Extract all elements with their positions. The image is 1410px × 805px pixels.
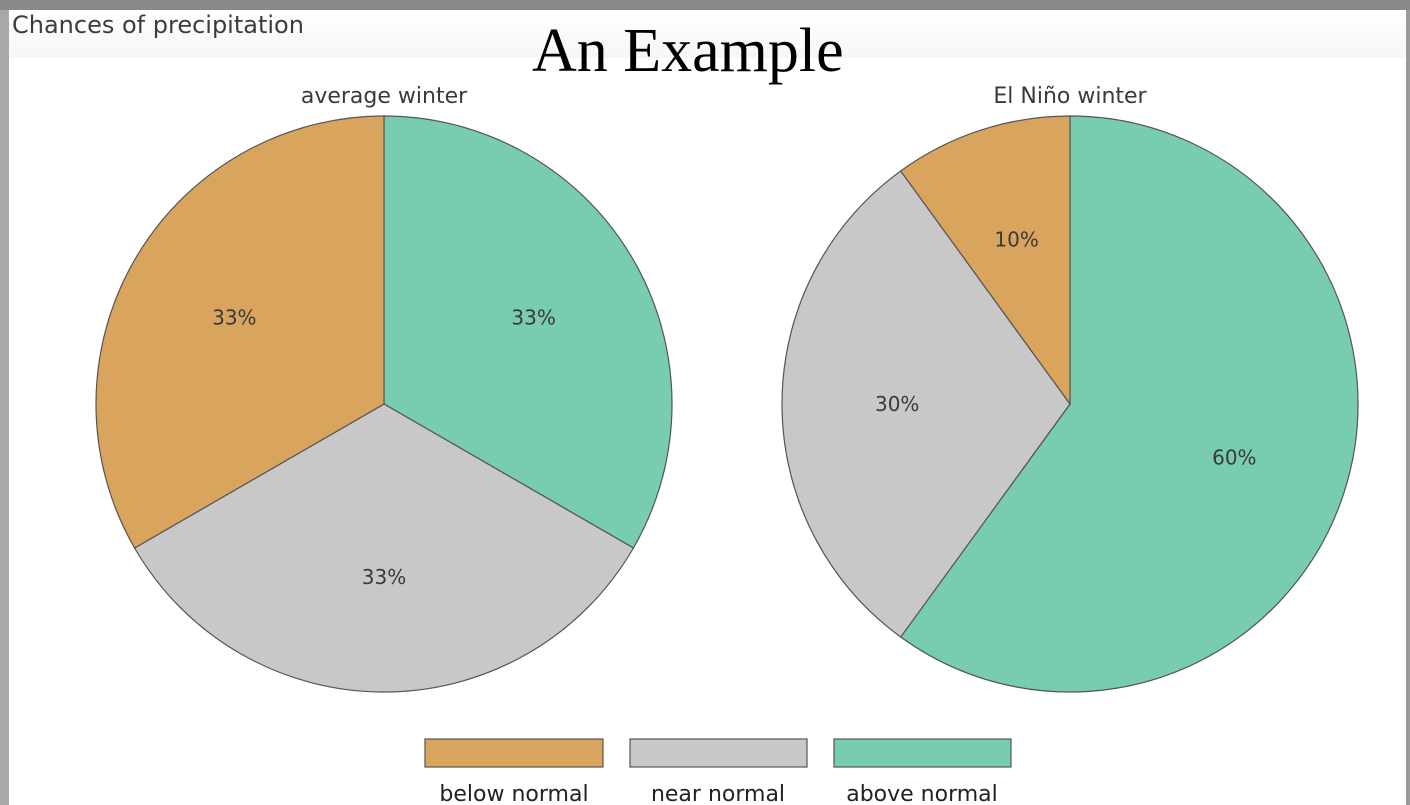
pie-title-el-nino-winter: El Niño winter — [993, 84, 1147, 109]
slice-label-el-nino-winter-below-normal: 10% — [994, 228, 1038, 252]
chart-label: Chances of precipitation — [12, 11, 304, 39]
slice-label-average-winter-near-normal: 33% — [362, 565, 406, 589]
legend-swatch-above-normal — [833, 738, 1012, 768]
pie-slice-average-winter-below-normal — [95, 115, 385, 549]
legend-label-near-normal: near normal — [651, 782, 785, 805]
pie-slice-el-nino-winter-near-normal — [781, 170, 1071, 638]
window-left-border — [0, 10, 9, 805]
slide-title: An Example — [532, 17, 844, 85]
slice-label-el-nino-winter-near-normal: 30% — [875, 392, 919, 416]
pie-average-winter: average winter 33% 33% 33% — [95, 84, 673, 693]
pie-el-nino-winter: El Niño winter 60% 30% 10% — [781, 84, 1359, 693]
pie-slice-average-winter-near-normal — [133, 403, 635, 693]
legend-label-above-normal: above normal — [846, 782, 998, 805]
slice-label-average-winter-above-normal: 33% — [511, 306, 555, 330]
pie-slice-average-winter-above-normal — [383, 115, 673, 549]
pie-title-average-winter: average winter — [301, 84, 468, 109]
window-top-border — [0, 0, 1410, 10]
legend-swatch-below-normal — [424, 738, 604, 768]
slice-label-el-nino-winter-above-normal: 60% — [1212, 445, 1256, 469]
pie-slice-el-nino-winter-below-normal — [899, 115, 1071, 406]
legend: below normal near normal above normal — [424, 738, 1012, 805]
slice-label-average-winter-below-normal: 33% — [212, 306, 256, 330]
legend-swatch-near-normal — [629, 738, 808, 768]
header-band — [9, 10, 1406, 58]
legend-label-below-normal: below normal — [439, 782, 588, 805]
pie-slice-el-nino-winter-above-normal — [899, 115, 1359, 693]
window-right-border — [1406, 10, 1410, 805]
